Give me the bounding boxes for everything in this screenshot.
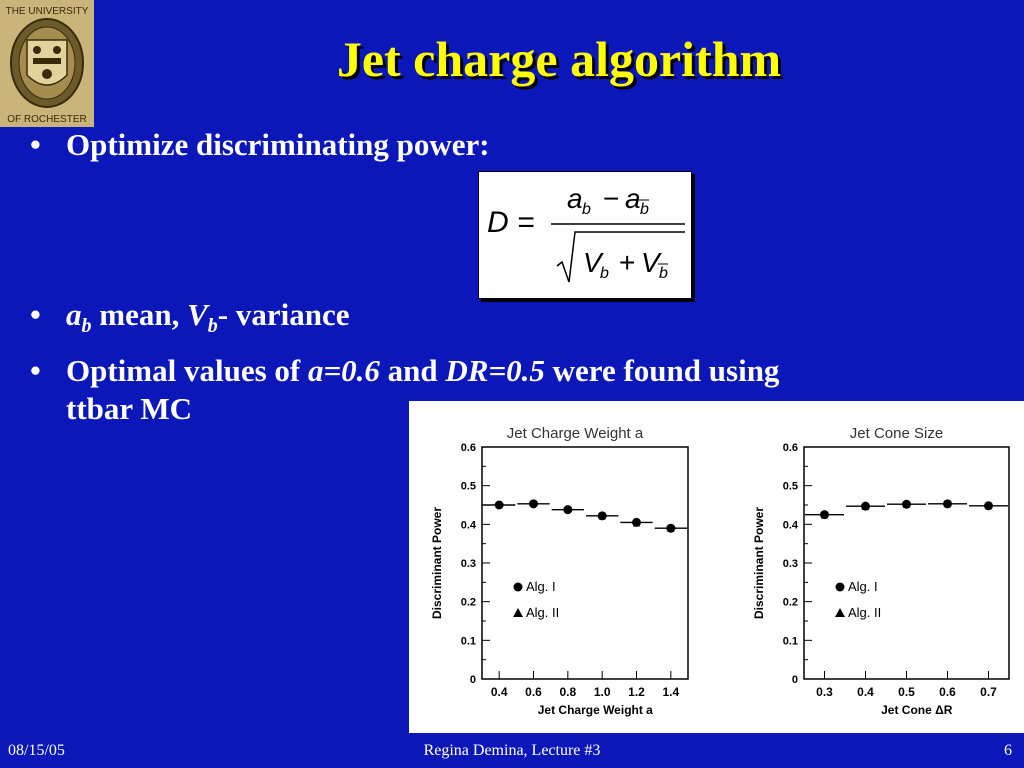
- text-part: were found using: [544, 353, 780, 388]
- y-tick-label: 0.1: [783, 635, 798, 647]
- bullet-dot: •: [30, 127, 41, 162]
- discriminating-power-formula: D = a b − a b V b + V b: [478, 171, 692, 299]
- text-part: Optimal values of: [66, 353, 308, 388]
- footer-date: 08/15/05: [8, 742, 65, 759]
- symbol-v-sub: b: [207, 315, 218, 338]
- data-point-alg-2: [598, 513, 606, 520]
- value-a: a=0.6: [307, 353, 380, 388]
- y-tick-label: 0.4: [461, 519, 477, 531]
- data-point-alg-2: [564, 505, 572, 512]
- x-tick-label: 0.6: [525, 685, 542, 699]
- data-point-alg-2: [944, 500, 951, 508]
- footer-page-number: 6: [1004, 742, 1012, 759]
- data-point-alg-2: [495, 500, 503, 508]
- formula-minus: −: [603, 183, 619, 214]
- x-tick-label: 0.8: [559, 685, 576, 699]
- university-seal-icon: [10, 18, 84, 108]
- text-mean: mean,: [91, 297, 188, 332]
- x-tick-label: 0.4: [857, 685, 874, 699]
- y-tick-label: 0: [470, 674, 476, 686]
- y-tick-label: 0.1: [461, 635, 476, 647]
- formula-num-sub-bbar: b: [640, 201, 649, 218]
- legend-label: Alg. II: [526, 605, 559, 620]
- y-tick-label: 0.5: [461, 481, 476, 493]
- legend-label: Alg. I: [848, 579, 878, 594]
- formula-plus: +: [619, 247, 635, 278]
- bullet-dot: •: [30, 353, 41, 388]
- text-variance: - variance: [217, 297, 350, 332]
- x-tick-label: 0.4: [491, 685, 508, 699]
- x-tick-label: 1.4: [662, 685, 679, 699]
- logo-bottom-text: OF ROCHESTER: [7, 114, 86, 125]
- y-tick-label: 0.6: [461, 442, 476, 454]
- bullet-dot: •: [30, 297, 41, 332]
- x-tick-label: 1.2: [628, 685, 645, 699]
- data-point-alg-2: [530, 499, 537, 507]
- x-tick-label: 0.3: [816, 685, 833, 699]
- bullet-text: Optimal values of a=0.6 and DR=0.5 were …: [66, 352, 779, 390]
- y-tick-label: 0.2: [783, 597, 798, 609]
- plot-frame: [803, 446, 1010, 680]
- data-point-alg-2: [633, 520, 640, 527]
- x-tick-label: 0.6: [939, 685, 956, 699]
- plot-frame: [481, 446, 689, 680]
- formula-den-v: V: [583, 247, 604, 278]
- symbol-v: V: [187, 297, 208, 332]
- chart-title: Jet Cone Size: [850, 425, 943, 442]
- y-tick-label: 0: [792, 674, 798, 686]
- formula-num-a2: a: [625, 183, 641, 214]
- x-axis-label: Jet Charge Weight a: [538, 703, 653, 717]
- legend-label: Alg. II: [848, 605, 881, 620]
- data-point-alg-2: [667, 525, 675, 532]
- x-tick-label: 0.5: [898, 685, 915, 699]
- y-tick-label: 0.2: [461, 597, 476, 609]
- formula-num-a: a: [567, 183, 583, 214]
- legend-label: Alg. I: [526, 579, 556, 594]
- data-point-alg-2: [821, 511, 828, 519]
- university-logo: THE UNIVERSITY OF ROCHESTER: [0, 0, 94, 127]
- y-tick-label: 0.4: [783, 519, 799, 531]
- y-tick-label: 0.3: [461, 558, 476, 570]
- bullet-text: ab mean, Vb- variance: [66, 296, 349, 345]
- y-tick-label: 0.3: [783, 558, 798, 570]
- y-tick-label: 0.5: [783, 481, 798, 493]
- y-axis-label: Discriminant Power: [430, 507, 444, 619]
- data-point-alg-2: [903, 501, 910, 508]
- data-point-alg-2: [862, 503, 869, 510]
- formula-den-sub-bbar: b: [659, 265, 668, 282]
- bullet-text-line2: ttbar MC: [66, 391, 192, 426]
- x-axis-label: Jet Cone ΔR: [881, 703, 953, 717]
- value-dr: DR=0.5: [445, 353, 545, 388]
- plots-panel: Jet Charge Weight a 0 0.1 0.2 0.3 0.4 0.5 0.6 0.…: [409, 401, 1024, 733]
- x-tick-label: 1.0: [594, 685, 611, 699]
- x-tick-label: 0.7: [980, 685, 997, 699]
- logo-top-text: THE UNIVERSITY: [6, 6, 89, 17]
- chart-title: Jet Charge Weight a: [507, 425, 644, 442]
- legend-marker-triangle: [513, 608, 523, 617]
- formula-den-sub-b: b: [600, 265, 609, 282]
- legend-marker-triangle: [835, 608, 845, 617]
- legend-marker-circle: [513, 582, 523, 592]
- formula-lhs: D =: [487, 206, 535, 239]
- formula-num-sub-b: b: [582, 201, 591, 218]
- bullet-text: Optimize discriminating power:: [66, 127, 490, 162]
- formula-den-v2: V: [641, 247, 662, 278]
- symbol-a-sub: b: [81, 315, 92, 338]
- data-point-alg-2: [985, 502, 992, 510]
- y-tick-label: 0.6: [783, 442, 798, 454]
- slide-title: Jet charge algorithm: [336, 31, 782, 87]
- y-axis-label: Discriminant Power: [752, 507, 766, 619]
- text-part: and: [379, 353, 446, 388]
- symbol-a: a: [66, 297, 82, 332]
- footer-title: Regina Demina, Lecture #3: [423, 742, 601, 759]
- legend-marker-circle: [835, 582, 845, 592]
